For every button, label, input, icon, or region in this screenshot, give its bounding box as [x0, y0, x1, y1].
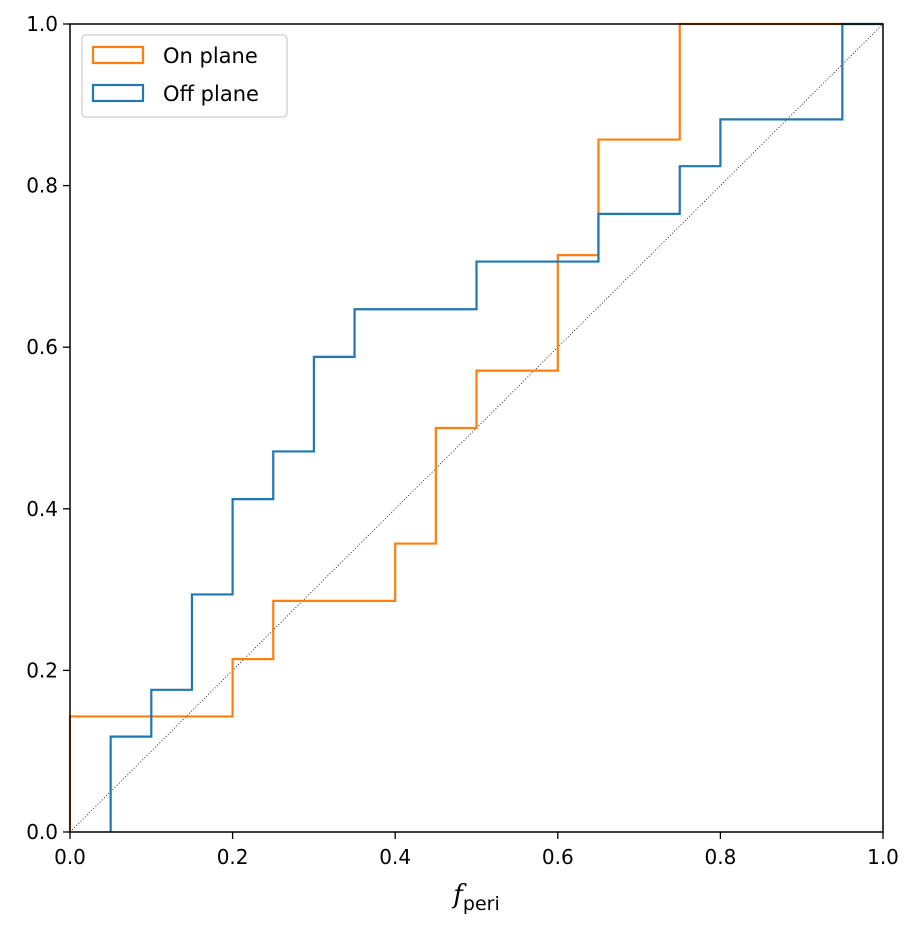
- x-axis-label: fperi: [451, 880, 499, 915]
- x-tick-label: 0.2: [217, 845, 249, 869]
- legend-label-off-plane: Off plane: [163, 82, 259, 106]
- y-tick-label: 0.4: [26, 497, 58, 521]
- axes-frame: [69, 23, 884, 833]
- legend-swatch-off-plane: [91, 83, 145, 103]
- y-tick-label: 0.8: [26, 174, 58, 198]
- series-line-on-plane: [68, 22, 883, 832]
- x-tick-label: 0.4: [379, 845, 411, 869]
- legend-label-on-plane: On plane: [163, 44, 258, 68]
- series-line-off-plane: [109, 22, 883, 832]
- x-axis-label-subscript: peri: [463, 893, 500, 915]
- legend-box: [81, 34, 288, 118]
- series-layer: [68, 22, 883, 832]
- legend-swatch-on-plane: [91, 45, 145, 65]
- y-tick-label: 0.0: [26, 820, 58, 844]
- legend: On plane Off plane: [81, 34, 288, 118]
- y-axis: 0.0 0.2 0.4 0.6 0.8 1.0: [26, 12, 70, 844]
- y-tick-label: 1.0: [26, 12, 58, 36]
- x-tick-label: 0.6: [542, 845, 574, 869]
- y-tick-label: 0.2: [26, 658, 58, 682]
- x-tick-label: 1.0: [867, 845, 899, 869]
- x-tick-label: 0.0: [54, 845, 86, 869]
- x-axis: 0.0 0.2 0.4 0.6 0.8 1.0: [54, 832, 899, 869]
- y-tick-label: 0.6: [26, 335, 58, 359]
- x-tick-label: 0.8: [704, 845, 736, 869]
